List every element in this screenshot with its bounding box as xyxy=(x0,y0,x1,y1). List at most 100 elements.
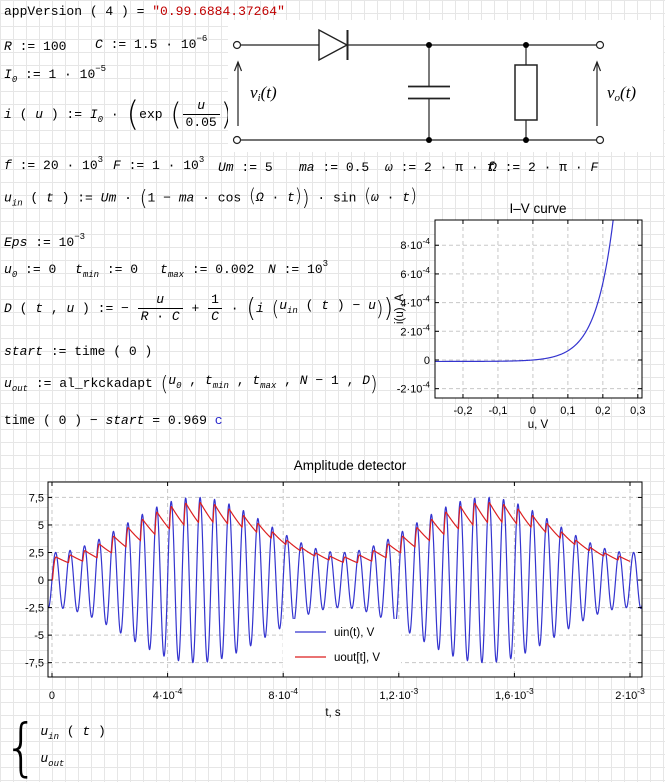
math-region-def_C[interactable]: C := 1.5 · 10−6 xyxy=(95,31,207,53)
math-token: ( xyxy=(105,344,129,359)
y-axis-label: i(u), A xyxy=(394,294,406,324)
math-token: t xyxy=(321,298,330,313)
math-region-res_time[interactable]: time ( 0 ) − start = 0.969 c xyxy=(4,413,223,429)
math-token: ) = xyxy=(113,4,153,19)
math-token: ) xyxy=(90,724,106,740)
amplitude-detector-plot[interactable]: uin(t), V uout[t], V 0 4·10-4 8·10-4 1,2·10-3… xyxy=(0,450,665,722)
math-token: 1.5 xyxy=(134,37,158,52)
gridlines xyxy=(435,220,642,398)
math-token: C xyxy=(171,309,180,324)
circuit-diagram[interactable]: vi(t) vo(t) xyxy=(228,20,663,152)
math-region-def_F[interactable]: F := 1 · 103 xyxy=(113,152,204,174)
math-token: ) := xyxy=(43,106,90,122)
math-token: I xyxy=(4,67,12,82)
input-arrowhead-icon xyxy=(233,60,243,72)
math-token: 0 xyxy=(48,262,57,277)
series-curve-1 xyxy=(51,501,631,581)
math-token: 3 xyxy=(322,259,329,269)
plot-title: I–V curve xyxy=(509,201,566,216)
math-token: · xyxy=(194,190,218,206)
math-region-def_R[interactable]: R := 100 xyxy=(4,39,66,55)
math-token: , xyxy=(43,300,67,316)
node-dot xyxy=(523,137,529,143)
math-token: ) xyxy=(136,344,153,359)
math-region-def_W[interactable]: Ω := 2 · π · F xyxy=(489,160,598,176)
math-token: D xyxy=(362,373,370,388)
math-token: 1 xyxy=(48,67,57,82)
math-token: · xyxy=(116,190,140,206)
math-token: , xyxy=(181,373,205,388)
math-token: := xyxy=(99,262,131,277)
math-region-def_u0[interactable]: u0 := 0 xyxy=(4,262,56,283)
math-token: 0 xyxy=(58,413,67,428)
math-region-def_ma[interactable]: ma := 0.5 xyxy=(299,160,369,176)
math-token: f xyxy=(4,158,12,173)
math-token: sin xyxy=(332,190,357,206)
plot-title: Amplitude detector xyxy=(294,458,407,473)
math-region-def_uin[interactable]: uin ( t ) := Um · (1 − ma · cos (Ω · t))… xyxy=(4,187,417,212)
x-tick-label: 4·10-4 xyxy=(153,686,183,702)
math-region-def_I0[interactable]: I0 := 1 · 10−5 xyxy=(4,61,106,88)
math-token: ( xyxy=(22,190,47,206)
math-token: C xyxy=(211,309,219,324)
x-tick-label: 0 xyxy=(530,405,536,417)
math-token: := xyxy=(314,160,346,175)
terminal-icon xyxy=(595,40,605,50)
iv-curve-plot[interactable]: -0,2 -0,1 0 0,1 0,2 0,3 -2·10-4 0 2·10-4 4·10-4 6·… xyxy=(385,198,665,438)
math-token: C xyxy=(95,37,103,52)
math-token: 0 xyxy=(128,344,137,359)
math-region-def_tmin[interactable]: tmin := 0 xyxy=(75,262,138,283)
legend: uin(t), V uout[t], V xyxy=(283,619,401,671)
math-region-appversion[interactable]: appVersion ( 4 ) = "0.99.6884.37264" xyxy=(4,4,285,20)
math-token: ) := xyxy=(53,190,101,206)
math-token: "0.99.6884.37264" xyxy=(152,4,285,19)
math-token: f xyxy=(486,160,495,175)
tick-marks xyxy=(48,482,642,677)
math-token: π xyxy=(455,160,464,175)
y-tick-label: 4·10-4 xyxy=(400,294,430,310)
math-token: out xyxy=(11,383,29,394)
math-token: t xyxy=(35,300,44,316)
node-dot xyxy=(426,137,432,143)
math-region-def_N[interactable]: N := 103 xyxy=(268,256,328,278)
math-token: u xyxy=(168,373,177,388)
math-token: := xyxy=(392,160,425,175)
math-token: t xyxy=(252,373,261,388)
math-token: · xyxy=(157,37,181,52)
math-token: · xyxy=(463,160,487,175)
output-voltage-label: vo(t) xyxy=(607,83,636,104)
y-tick-label: 8·10-4 xyxy=(400,236,430,252)
math-token: 0.002 xyxy=(215,262,255,277)
math-token: 2 xyxy=(424,160,432,175)
math-token: , xyxy=(228,373,253,388)
math-region-def_start[interactable]: start := time ( 0 ) xyxy=(4,344,152,360)
math-token: −5 xyxy=(95,64,107,74)
math-region-def_tmax[interactable]: tmax := 0.002 xyxy=(160,262,254,283)
x-tick-label: 0,3 xyxy=(630,405,645,417)
math-token xyxy=(153,376,161,391)
math-token: −6 xyxy=(196,34,208,44)
y-tick-label: 6·10-4 xyxy=(400,265,430,281)
math-region-plot-traces[interactable]: {uin ( t ) uout xyxy=(4,717,106,779)
y-tick-label: 5 xyxy=(38,520,44,532)
math-token: −3 xyxy=(74,232,86,242)
math-region-def_Um[interactable]: Um := 5 xyxy=(218,160,273,176)
math-token: ) := − xyxy=(74,300,137,316)
math-region-def_f[interactable]: f := 20 · 103 xyxy=(4,152,103,174)
math-token: 1 xyxy=(152,158,160,173)
x-tick-label: 0,2 xyxy=(595,405,610,417)
parenthesized-group: (u0 , tmin , tmax , N − 1 , D) xyxy=(160,371,378,396)
series-group xyxy=(435,220,614,363)
math-token: , xyxy=(338,373,363,388)
math-token: 5 xyxy=(264,160,273,175)
math-token: = xyxy=(144,413,168,428)
math-region-def_uout[interactable]: uout := al_rkckadapt (u0 , tmin , tmax ,… xyxy=(4,373,378,397)
math-token: 1 xyxy=(330,373,339,388)
x-tick-label: 1,2·10-3 xyxy=(379,686,418,702)
math-token: ( xyxy=(11,106,36,122)
math-region-def_w[interactable]: ω := 2 · π · f xyxy=(385,160,494,176)
math-token: 0 xyxy=(176,381,182,391)
math-region-def_Eps[interactable]: Eps := 10−3 xyxy=(4,229,85,251)
